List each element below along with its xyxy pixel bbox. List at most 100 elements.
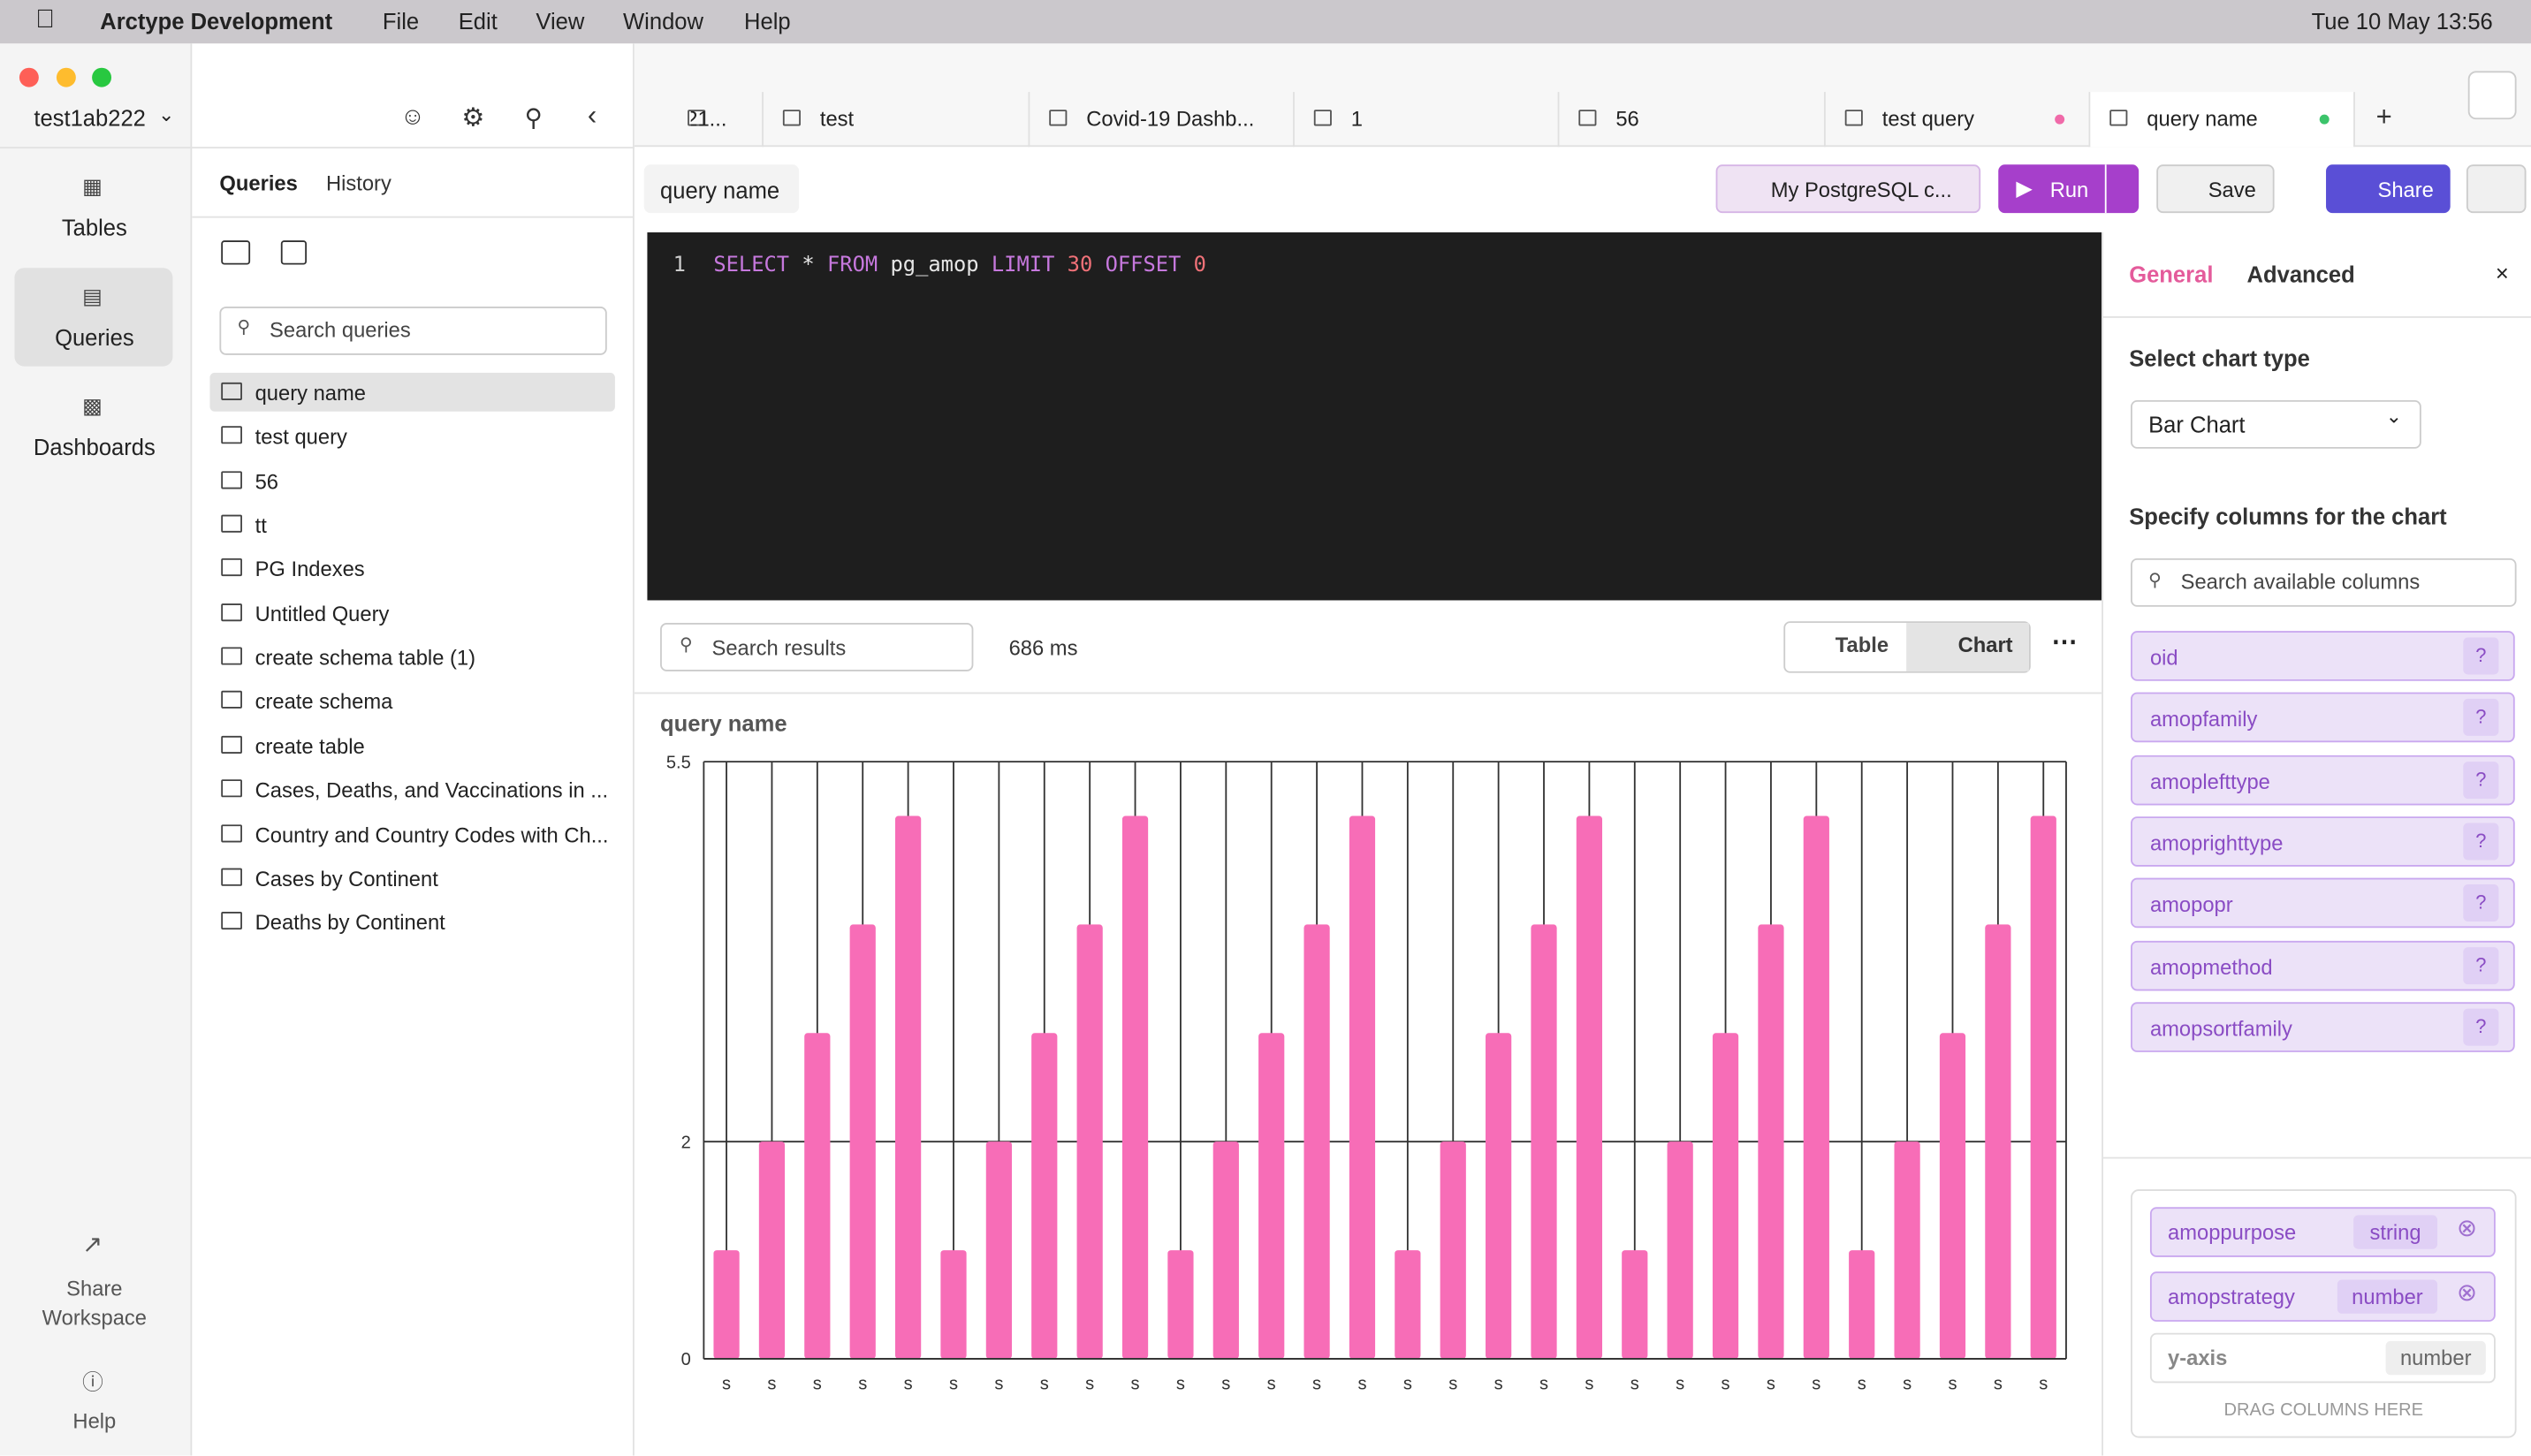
new-folder-icon[interactable] xyxy=(280,240,308,265)
menu-item[interactable]: Edit xyxy=(458,8,498,34)
search-icon[interactable]: ⚲ xyxy=(524,104,543,133)
tab[interactable] xyxy=(1030,92,1295,148)
column-name: amopsortfamily xyxy=(2149,1016,2292,1041)
sql-code: SELECT * FROM pg_amop LIMIT 30 OFFSET 0 xyxy=(713,254,1206,277)
tab-icon xyxy=(1049,110,1068,126)
query-item[interactable]: Country and Country Codes with Ch... xyxy=(255,822,609,847)
x-tick-label: s xyxy=(1812,1375,1820,1394)
share-workspace[interactable]: Share Workspace xyxy=(0,1275,189,1333)
x-tick-label: s xyxy=(858,1375,867,1394)
run-button[interactable] xyxy=(1998,164,2140,214)
query-item[interactable]: create table xyxy=(255,733,365,759)
search-queries[interactable] xyxy=(219,307,607,355)
zoom-button[interactable] xyxy=(92,67,112,87)
workspace-dropdown[interactable]: ⌄ xyxy=(157,102,175,126)
chart-view[interactable]: Chart xyxy=(1957,632,2013,657)
history-tab[interactable]: History xyxy=(325,171,391,196)
more-menu[interactable]: ⋯ xyxy=(2051,629,2078,657)
column-name: amopmethod xyxy=(2149,954,2273,979)
query-item[interactable]: create schema table (1) xyxy=(255,645,476,671)
menu-item[interactable]: View xyxy=(536,8,585,34)
share-button[interactable] xyxy=(2326,164,2451,214)
search-results[interactable] xyxy=(660,623,974,671)
queries-tab[interactable]: Queries xyxy=(219,171,298,196)
bar xyxy=(1712,1033,1739,1359)
column-chip[interactable]: amopmethod? xyxy=(2131,939,2515,990)
search-icon: ⚲ xyxy=(679,635,693,656)
new-tab[interactable]: + xyxy=(2375,102,2392,133)
column-chip[interactable]: amoprighttype? xyxy=(2131,816,2515,867)
save-button[interactable] xyxy=(2156,164,2275,214)
close-button[interactable] xyxy=(19,67,39,87)
query-item[interactable]: Cases by Continent xyxy=(255,866,438,891)
query-icon xyxy=(221,558,242,577)
wifi-button[interactable] xyxy=(2467,71,2517,120)
help-mark: ? xyxy=(2463,823,2499,861)
selected-column[interactable] xyxy=(2149,1270,2496,1322)
sql-editor[interactable] xyxy=(647,232,2102,601)
axis-drop-zone[interactable] xyxy=(2131,1189,2517,1438)
clock[interactable]: Tue 10 May 13:56 xyxy=(2311,8,2493,34)
query-item[interactable]: Untitled Query xyxy=(255,601,390,626)
help[interactable]: Help xyxy=(72,1408,117,1433)
bar xyxy=(940,1250,967,1359)
query-item[interactable]: 56 xyxy=(255,468,279,494)
bar xyxy=(804,1033,831,1359)
column-chip[interactable]: amopsortfamily? xyxy=(2131,1001,2515,1052)
remove-column[interactable]: ⊗ xyxy=(2456,1278,2477,1307)
help-icon: ⓘ xyxy=(82,1369,103,1395)
divider xyxy=(192,216,633,218)
advanced-tab[interactable]: Advanced xyxy=(2246,261,2355,288)
link-button[interactable] xyxy=(2466,164,2527,214)
query-item[interactable]: test query xyxy=(255,425,347,450)
app-name[interactable]: Arctype Development xyxy=(100,8,333,34)
query-item[interactable]: Deaths by Continent xyxy=(255,910,445,935)
tab[interactable] xyxy=(764,92,1030,148)
x-tick-label: s xyxy=(1585,1375,1593,1394)
bar xyxy=(985,1141,1012,1359)
query-item[interactable]: PG Indexes xyxy=(255,557,365,582)
search-placeholder: Search available columns xyxy=(2180,569,2421,595)
tab[interactable] xyxy=(1559,92,1826,148)
nav-item[interactable]: Tables xyxy=(61,214,127,241)
nav-item[interactable]: Dashboards xyxy=(33,434,156,460)
column-chip[interactable]: oid? xyxy=(2131,631,2515,681)
apple-menu[interactable]:  xyxy=(35,6,55,35)
column-chip[interactable]: amoplefttype? xyxy=(2131,755,2515,805)
bar xyxy=(1349,815,1376,1359)
menu-item[interactable]: Help xyxy=(744,8,791,34)
remove-column[interactable]: ⊗ xyxy=(2456,1215,2477,1243)
minimize-button[interactable] xyxy=(56,67,76,87)
selected-column[interactable] xyxy=(2149,1207,2496,1257)
tab[interactable] xyxy=(1826,92,2091,148)
menu-item[interactable]: Window xyxy=(623,8,703,34)
chart-type-select[interactable] xyxy=(2131,399,2421,449)
table-view[interactable]: Table xyxy=(1835,632,1889,657)
close-panel[interactable]: × xyxy=(2495,260,2509,286)
query-name[interactable]: query name xyxy=(660,177,780,204)
query-item[interactable]: Cases, Deaths, and Vaccinations in ... xyxy=(255,777,609,803)
tab[interactable] xyxy=(2090,92,2355,148)
column-chip[interactable]: amopfamily? xyxy=(2131,693,2515,743)
tab[interactable] xyxy=(1295,92,1560,148)
search-columns[interactable] xyxy=(2131,557,2517,607)
user-icon[interactable]: ☺ xyxy=(399,102,425,131)
connection-select[interactable] xyxy=(1715,164,1981,214)
collapse-icon[interactable]: ‹ xyxy=(587,100,597,131)
workspace-name[interactable]: test1ab222 xyxy=(34,104,146,131)
columns-label: Specify columns for the chart xyxy=(2129,503,2447,530)
query-name-box[interactable] xyxy=(643,164,800,214)
query-item[interactable]: tt xyxy=(255,512,267,538)
y-axis-slot[interactable] xyxy=(2149,1332,2496,1384)
query-item[interactable]: query name xyxy=(255,381,366,406)
nav-item[interactable]: Queries xyxy=(55,324,134,351)
column-chip[interactable]: amopopr? xyxy=(2131,877,2515,929)
general-tab[interactable]: General xyxy=(2129,261,2214,288)
tab[interactable] xyxy=(637,92,764,148)
query-item[interactable]: create schema xyxy=(255,689,393,715)
new-query-icon[interactable] xyxy=(221,240,251,265)
menu-item[interactable]: File xyxy=(382,8,420,34)
settings-icon[interactable]: ⚙ xyxy=(461,104,485,133)
chart: query name 0 2 5.5 s s s s s s s s s s s s s s s s s s s s s s s s s… xyxy=(660,711,2067,1394)
